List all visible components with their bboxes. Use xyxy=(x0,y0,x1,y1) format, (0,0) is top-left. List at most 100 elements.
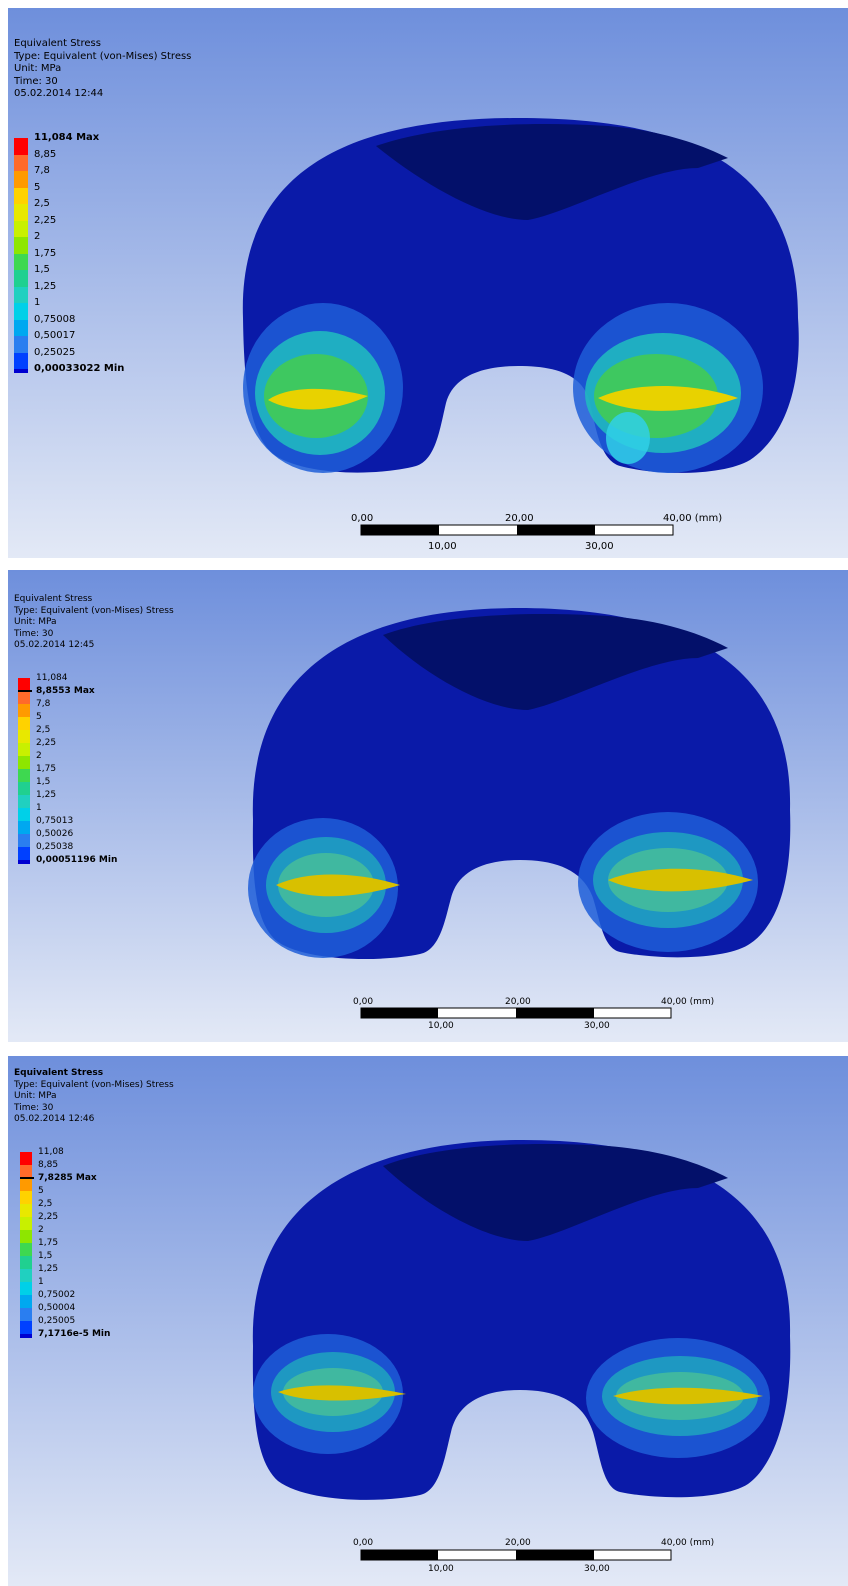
scale-label-40: 40,00 (mm) xyxy=(663,513,723,524)
result-date: 05.02.2014 12:45 xyxy=(14,640,95,650)
scale-label-30: 30,00 xyxy=(585,541,614,552)
legend-label: 1 xyxy=(38,1277,44,1287)
legend-label: 5 xyxy=(38,1186,44,1196)
legend-label: 2 xyxy=(38,1225,44,1235)
legend-swatch xyxy=(20,1178,32,1191)
legend-label: 7,1716e-5 Min xyxy=(38,1329,111,1339)
legend-label: 8,85 xyxy=(38,1160,59,1170)
result-title: Equivalent Stress xyxy=(14,1068,104,1078)
result-date: 05.02.2014 12:46 xyxy=(14,1114,95,1124)
legend-label: 0,00033022 Min xyxy=(34,363,125,374)
scale-label-10: 10,00 xyxy=(428,1021,454,1031)
legend-swatch xyxy=(18,704,30,717)
legend-swatch xyxy=(18,795,30,808)
result-title: Equivalent Stress xyxy=(14,38,101,49)
scale-bar xyxy=(360,1549,672,1561)
legend-swatch xyxy=(14,286,28,303)
stress-result-panel-1: Equivalent Stress Type: Equivalent (von-… xyxy=(8,8,848,558)
legend-swatch xyxy=(14,319,28,336)
legend-label: 8,85 xyxy=(34,148,57,160)
viewport-background xyxy=(8,8,848,558)
scale-label-0: 0,00 xyxy=(353,1538,374,1548)
legend-label: 1,75 xyxy=(38,1238,59,1248)
legend-label: 2,5 xyxy=(38,1199,53,1209)
legend-swatch xyxy=(20,1217,32,1230)
legend-swatch xyxy=(20,1243,32,1256)
legend-swatch xyxy=(20,1152,32,1165)
result-unit: Unit: MPa xyxy=(14,1091,57,1101)
result-time: Time: 30 xyxy=(14,1102,54,1113)
legend-label: 2,5 xyxy=(34,198,50,209)
result-time: Time: 30 xyxy=(14,75,58,87)
legend-label: 2 xyxy=(34,231,41,242)
legend-label: 1,75 xyxy=(36,764,57,774)
legend-swatch xyxy=(20,1334,32,1338)
legend-label: 1,5 xyxy=(34,264,50,275)
legend-swatch xyxy=(14,352,28,369)
legend-swatch xyxy=(14,336,28,353)
legend-label: 5 xyxy=(36,712,42,722)
legend-label: 0,00051196 Min xyxy=(36,855,118,865)
legend-swatch xyxy=(20,1191,32,1204)
scale-label-0: 0,00 xyxy=(351,513,374,524)
legend-label: 2 xyxy=(36,751,42,761)
result-type: Type: Equivalent (von-Mises) Stress xyxy=(14,1079,174,1090)
legend-swatch xyxy=(18,808,30,821)
legend-swatch xyxy=(18,769,30,782)
legend-label: 11,084 Max xyxy=(34,132,100,143)
legend-label: 11,08 xyxy=(38,1147,64,1157)
legend-label: 1,25 xyxy=(38,1264,59,1274)
scale-label-30: 30,00 xyxy=(584,1564,610,1574)
scale-label-0: 0,00 xyxy=(353,997,374,1007)
legend-label: 0,25038 xyxy=(36,842,74,852)
legend-swatch xyxy=(14,187,28,204)
legend-swatch xyxy=(20,1295,32,1308)
scale-bar xyxy=(360,524,674,536)
legend-swatch xyxy=(14,138,28,155)
legend-label: 1,5 xyxy=(36,777,51,787)
legend-swatch xyxy=(18,821,30,834)
legend-swatch xyxy=(18,860,30,864)
legend-label: 5 xyxy=(34,181,41,193)
viewport-background xyxy=(8,570,848,1042)
legend-swatch xyxy=(18,834,30,847)
legend-swatch xyxy=(18,756,30,769)
legend-swatch xyxy=(14,171,28,188)
legend-swatch xyxy=(20,1230,32,1243)
legend-label: 2,25 xyxy=(38,1212,59,1222)
legend-label: 0,50026 xyxy=(36,829,74,839)
femur-model xyxy=(248,608,791,959)
legend-swatch xyxy=(14,154,28,171)
legend-swatch xyxy=(14,204,28,221)
legend-swatch xyxy=(20,1269,32,1282)
legend-swatch xyxy=(14,253,28,270)
legend-swatch xyxy=(18,678,30,691)
result-type: Type: Equivalent (von-Mises) Stress xyxy=(14,50,192,62)
legend-swatch xyxy=(18,847,30,860)
legend-max-marker xyxy=(18,690,32,692)
legend-label: 2,5 xyxy=(36,725,51,735)
result-type: Type: Equivalent (von-Mises) Stress xyxy=(14,605,174,616)
result-info: Equivalent Stress Type: Equivalent (von-… xyxy=(14,1068,174,1126)
result-title: Equivalent Stress xyxy=(14,594,93,604)
result-info: Equivalent Stress Type: Equivalent (von-… xyxy=(14,38,191,101)
legend-label: 1,25 xyxy=(34,280,57,292)
scale-label-20: 20,00 xyxy=(505,513,534,524)
legend-label: 0,75013 xyxy=(36,816,74,826)
result-unit: Unit: MPa xyxy=(14,617,57,627)
result-unit: Unit: MPa xyxy=(14,63,62,74)
legend-label: 1,75 xyxy=(34,247,57,259)
legend-swatch xyxy=(20,1282,32,1295)
scale-label-10: 10,00 xyxy=(428,1564,454,1574)
legend-label: 0,25005 xyxy=(38,1316,76,1326)
legend-label: 0,75002 xyxy=(38,1290,76,1300)
legend-label: 8,8553 Max xyxy=(36,686,95,696)
legend-swatch xyxy=(14,369,28,373)
scale-label-20: 20,00 xyxy=(505,997,531,1007)
legend-swatch xyxy=(18,730,30,743)
legend-label: 0,75008 xyxy=(34,313,76,325)
legend-swatch xyxy=(20,1321,32,1334)
legend-swatch xyxy=(18,691,30,704)
scale-label-10: 10,00 xyxy=(428,541,457,552)
legend-label: 7,8 xyxy=(34,165,50,176)
